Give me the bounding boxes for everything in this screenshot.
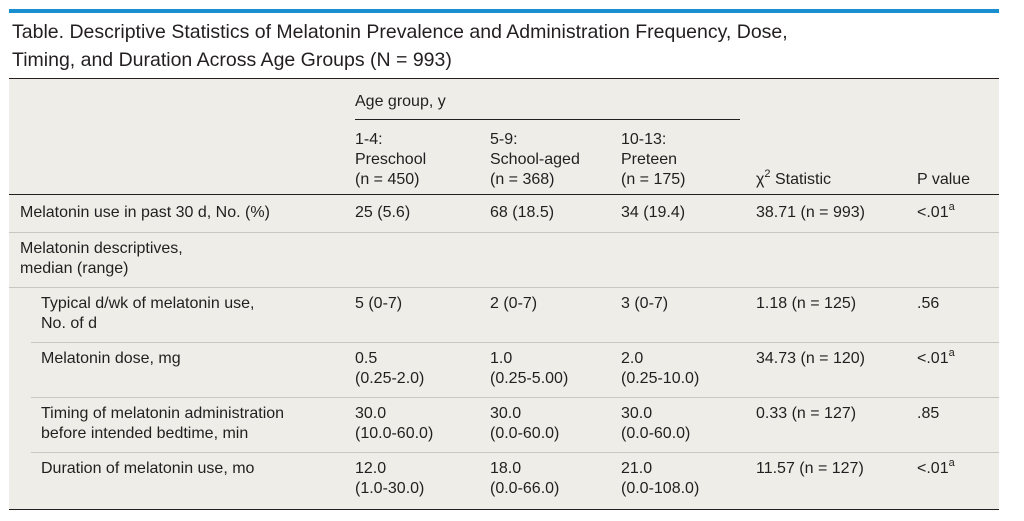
- col-school-aged-name: School-aged: [490, 151, 580, 168]
- row-divider: [31, 342, 999, 343]
- row-label-line: before intended bedtime, min: [41, 425, 249, 442]
- row-label-line: No. of d: [41, 315, 98, 332]
- row-label: Typical d/wk of melatonin use, No. of d: [41, 294, 254, 334]
- cell-preschool: 0.5 (0.25-2.0): [355, 349, 424, 389]
- p-value-text: <.01: [917, 460, 949, 477]
- row-label-line: Timing of melatonin administration: [41, 405, 285, 422]
- cell-range: (0.0-60.0): [621, 425, 691, 442]
- cell-preteen: 30.0 (0.0-60.0): [621, 404, 690, 444]
- row-label: Timing of melatonin administration befor…: [41, 404, 284, 444]
- row-divider: [31, 397, 999, 398]
- caption-line-1: Table. Descriptive Statistics of Melaton…: [12, 21, 788, 43]
- cell-p-value: <.01a: [917, 456, 955, 479]
- col-school-aged-age: 5-9:: [490, 131, 518, 148]
- header-rule: [9, 194, 999, 195]
- cell-median: 30.0: [355, 405, 387, 422]
- cell-median: 2.0: [621, 350, 644, 367]
- age-group-header: Age group, y: [355, 93, 446, 110]
- cell-preteen: 21.0 (0.0-108.0): [621, 459, 699, 499]
- accent-bar: [9, 9, 999, 13]
- cell-median: 30.0: [621, 405, 653, 422]
- cell-school-aged: 30.0 (0.0-60.0): [490, 404, 559, 444]
- cell-median: 21.0: [621, 460, 653, 477]
- cell-range: (0.0-60.0): [490, 425, 560, 442]
- row-label: Melatonin dose, mg: [41, 350, 181, 367]
- footnote-marker: a: [948, 456, 955, 469]
- cell-range: (0.25-2.0): [355, 370, 425, 387]
- cell-p-value: .56: [917, 294, 939, 314]
- row-label: Duration of melatonin use, mo: [41, 460, 255, 477]
- cell-preschool: 12.0 (1.0-30.0): [355, 459, 424, 499]
- cell-median: 0.5: [355, 350, 378, 367]
- p-value-text: <.01: [917, 204, 949, 221]
- col-preschool-age: 1-4:: [355, 131, 383, 148]
- cell-p-value: <.01a: [917, 346, 955, 369]
- cell-preteen: 3 (0-7): [621, 295, 669, 312]
- cell-school-aged: 18.0 (0.0-66.0): [490, 459, 559, 499]
- cell-chi-square: 11.57 (n = 127): [756, 460, 864, 477]
- cell-range: (0.0-108.0): [621, 480, 700, 497]
- cell-chi-square: 0.33 (n = 127): [756, 405, 857, 422]
- cell-range: (0.25-5.00): [490, 370, 569, 387]
- cell-median: 12.0: [355, 460, 387, 477]
- cell-chi-square: 1.18 (n = 125): [756, 295, 857, 312]
- cell-preschool: 30.0 (10.0-60.0): [355, 404, 433, 444]
- cell-p-value: .85: [917, 404, 939, 424]
- row-divider: [9, 232, 999, 233]
- p-value-text: .85: [917, 405, 940, 422]
- chi-symbol: χ: [756, 171, 765, 188]
- col-school-aged-header: 5-9: School-aged (n = 368): [490, 130, 580, 190]
- p-value-text: .56: [917, 295, 940, 312]
- cell-median: 1.0: [490, 350, 513, 367]
- cell-school-aged: 2 (0-7): [490, 295, 538, 312]
- row-label: Melatonin use in past 30 d, No. (%): [20, 204, 270, 221]
- table-caption: Table. Descriptive Statistics of Melaton…: [12, 18, 997, 74]
- age-group-rule: [355, 119, 740, 120]
- cell-preteen: 34 (19.4): [621, 204, 686, 221]
- col-preteen-n: (n = 175): [621, 171, 686, 188]
- chi-label-text: Statistic: [770, 171, 831, 188]
- row-label-line: Melatonin descriptives,: [20, 240, 183, 257]
- cell-p-value: <.01a: [917, 200, 955, 223]
- chi-superscript: 2: [764, 167, 771, 180]
- cell-preteen: 2.0 (0.25-10.0): [621, 349, 699, 389]
- cell-range: (10.0-60.0): [355, 425, 434, 442]
- cell-range: (0.0-66.0): [490, 480, 560, 497]
- p-value-header: P value: [917, 171, 971, 188]
- col-school-aged-n: (n = 368): [490, 171, 555, 188]
- cell-preschool: 25 (5.6): [355, 204, 411, 221]
- row-divider: [9, 287, 999, 288]
- cell-median: 18.0: [490, 460, 522, 477]
- chi-square-header: χ2 Statistic: [756, 167, 831, 190]
- row-label-line: median (range): [20, 260, 129, 277]
- col-preschool-name: Preschool: [355, 151, 427, 168]
- col-preteen-age: 10-13:: [621, 131, 667, 148]
- cell-preschool: 5 (0-7): [355, 295, 403, 312]
- row-divider: [31, 452, 999, 453]
- cell-range: (1.0-30.0): [355, 480, 425, 497]
- caption-line-2: Timing, and Duration Across Age Groups (…: [12, 49, 452, 71]
- row-label: Melatonin descriptives, median (range): [20, 239, 183, 279]
- footnote-marker: a: [948, 200, 955, 213]
- cell-range: (0.25-10.0): [621, 370, 700, 387]
- footnote-marker: a: [948, 346, 955, 359]
- row-label-line: Typical d/wk of melatonin use,: [41, 295, 255, 312]
- cell-school-aged: 1.0 (0.25-5.00): [490, 349, 568, 389]
- col-preteen-name: Preteen: [621, 151, 678, 168]
- col-preschool-n: (n = 450): [355, 171, 420, 188]
- statistics-table: Age group, y 1-4: Preschool (n = 450) 5-…: [9, 78, 999, 510]
- p-value-text: <.01: [917, 350, 949, 367]
- col-preteen-header: 10-13: Preteen (n = 175): [621, 130, 685, 190]
- col-preschool-header: 1-4: Preschool (n = 450): [355, 130, 426, 190]
- cell-chi-square: 38.71 (n = 993): [756, 204, 865, 221]
- cell-school-aged: 68 (18.5): [490, 204, 555, 221]
- cell-chi-square: 34.73 (n = 120): [756, 350, 865, 367]
- cell-median: 30.0: [490, 405, 522, 422]
